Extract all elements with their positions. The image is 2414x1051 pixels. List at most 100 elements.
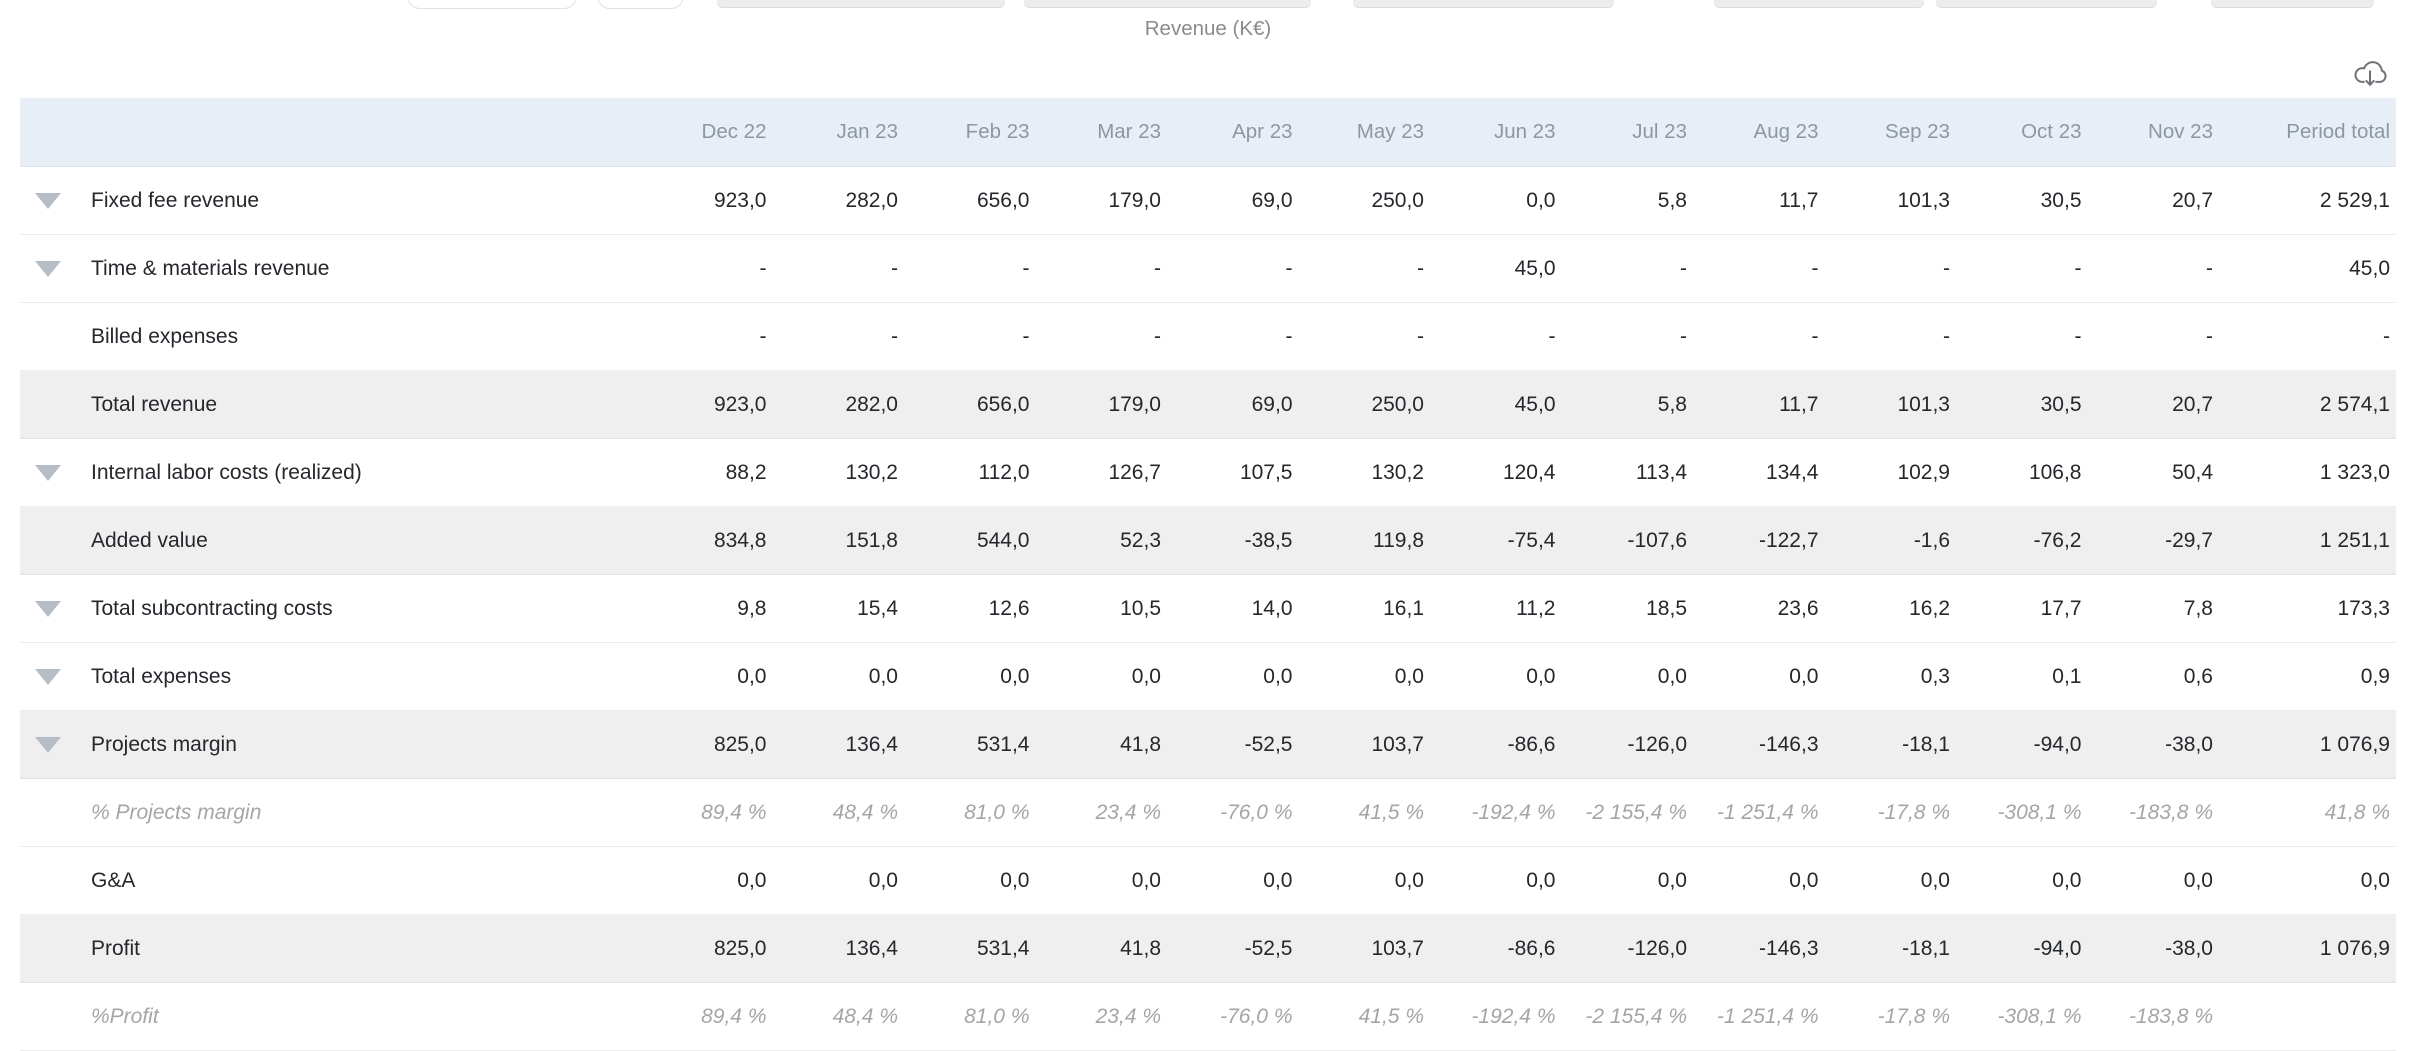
value-cell: 0,0: [778, 846, 910, 915]
value-cell: 0,1: [1962, 642, 2094, 711]
table-row: Total expenses 0,0 0,0 0,0 0,0 0,0 0,0 0,0 0,0 0,…: [20, 642, 2396, 711]
triangle-down-icon[interactable]: [35, 464, 61, 481]
row-label: G&A: [91, 868, 136, 892]
table-row: Total subcontracting costs 9,8 15,4 12,6 10,…: [20, 574, 2396, 643]
value-cell: -192,4 %: [1436, 982, 1568, 1051]
value-cell: 89,4 %: [647, 982, 779, 1051]
toolbar-filter-field-6[interactable]: [2211, 0, 2374, 8]
value-cell: 0,3: [1830, 642, 1962, 711]
value-cell: 0,0: [1304, 846, 1436, 915]
value-cell: 179,0: [1041, 166, 1173, 235]
column-header: Feb 23: [910, 98, 1042, 167]
value-cell: -76,0 %: [1173, 982, 1305, 1051]
row-label: Time & materials revenue: [91, 256, 330, 280]
value-cell: 18,5: [1567, 574, 1699, 643]
value-cell: -308,1 %: [1962, 982, 2094, 1051]
value-cell: -38,0: [2093, 914, 2225, 983]
row-label-cell: Billed expenses: [20, 302, 647, 371]
row-label-cell: %Profit: [20, 982, 647, 1051]
value-cell: 0,0: [1041, 642, 1173, 711]
toolbar-filter-field-3[interactable]: [1353, 0, 1614, 8]
row-label: Total revenue: [91, 392, 218, 416]
value-cell: -38,5: [1173, 506, 1305, 575]
value-cell: 119,8: [1304, 506, 1436, 575]
toolbar-button-1[interactable]: [407, 0, 577, 9]
value-cell: 12,6: [910, 574, 1042, 643]
value-cell: -: [2093, 234, 2225, 303]
triangle-down-icon[interactable]: [35, 736, 61, 753]
column-header: Aug 23: [1699, 98, 1831, 167]
toolbar-filter-field-2[interactable]: [1024, 0, 1311, 8]
value-cell: 531,4: [910, 914, 1042, 983]
value-cell: -: [1962, 302, 2094, 371]
toolbar-button-2[interactable]: [597, 0, 684, 9]
triangle-down-icon[interactable]: [35, 600, 61, 617]
value-cell: -: [910, 234, 1042, 303]
value-cell: 16,2: [1830, 574, 1962, 643]
table-row: %Profit 89,4 % 48,4 % 81,0 % 23,4 % -76,0 % 41…: [20, 982, 2396, 1051]
download-button[interactable]: [2348, 52, 2392, 96]
value-cell: -86,6: [1436, 710, 1568, 779]
row-label-cell: Total revenue: [20, 370, 647, 439]
value-cell: -38,0: [2093, 710, 2225, 779]
row-label-cell: Fixed fee revenue: [20, 166, 647, 235]
value-cell: 112,0: [910, 438, 1042, 507]
value-cell: 5,8: [1567, 166, 1699, 235]
value-cell: 45,0: [1436, 234, 1568, 303]
table-row: Projects margin 825,0 136,4 531,4 41,8 -52,5 1…: [20, 710, 2396, 779]
value-cell: 179,0: [1041, 370, 1173, 439]
row-label: Total expenses: [91, 664, 232, 688]
value-cell: 923,0: [647, 166, 779, 235]
toolbar-filter-field-5[interactable]: [1936, 0, 2157, 8]
row-label-cell: Total expenses: [20, 642, 647, 711]
value-cell: 81,0 %: [910, 982, 1042, 1051]
table-header-row: Dec 22 Jan 23 Feb 23 Mar 23 Apr 23 May 23 Jun …: [20, 98, 2396, 167]
value-cell: 20,7: [2093, 370, 2225, 439]
value-cell: 23,6: [1699, 574, 1831, 643]
row-label-cell: Projects margin: [20, 710, 647, 779]
column-header: Jun 23: [1436, 98, 1568, 167]
value-cell: 103,7: [1304, 710, 1436, 779]
value-cell: 48,4 %: [778, 982, 910, 1051]
value-cell: -: [2093, 302, 2225, 371]
value-cell: 14,0: [1173, 574, 1305, 643]
value-cell: -1,6: [1830, 506, 1962, 575]
value-cell: 531,4: [910, 710, 1042, 779]
value-cell: -94,0: [1962, 710, 2094, 779]
column-header: Oct 23: [1962, 98, 2094, 167]
value-cell: 136,4: [778, 914, 910, 983]
triangle-down-icon[interactable]: [35, 192, 61, 209]
revenue-table: Dec 22 Jan 23 Feb 23 Mar 23 Apr 23 May 23 Jun …: [20, 98, 2396, 1051]
table-row: Profit 825,0 136,4 531,4 41,8 -52,5 103,7 -86,6…: [20, 914, 2396, 983]
table-row: Billed expenses - - - - - - - - - - - - -: [20, 302, 2396, 371]
value-cell: -183,8 %: [2093, 982, 2225, 1051]
value-cell: 0,0: [1173, 846, 1305, 915]
value-cell: -18,1: [1830, 914, 1962, 983]
value-cell: -: [1567, 234, 1699, 303]
value-cell: 48,4 %: [778, 778, 910, 847]
value-cell: 101,3: [1830, 166, 1962, 235]
value-cell: -94,0: [1962, 914, 2094, 983]
value-cell: -76,2: [1962, 506, 2094, 575]
toolbar-filter-field-1[interactable]: [717, 0, 1005, 8]
value-cell: -18,1: [1830, 710, 1962, 779]
column-header: Jul 23: [1567, 98, 1699, 167]
value-cell: 81,0 %: [910, 778, 1042, 847]
table-row: Total revenue 923,0 282,0 656,0 179,0 69,0 250…: [20, 370, 2396, 439]
value-cell: -1 251,4 %: [1699, 778, 1831, 847]
toolbar-filter-field-4[interactable]: [1714, 0, 1924, 8]
value-cell: 0,0: [1436, 846, 1568, 915]
value-cell: 103,7: [1304, 914, 1436, 983]
value-cell: -126,0: [1567, 710, 1699, 779]
value-cell: 2 529,1: [2225, 166, 2396, 235]
value-cell: 0,0: [1436, 166, 1568, 235]
triangle-down-icon[interactable]: [35, 260, 61, 277]
value-cell: 656,0: [910, 370, 1042, 439]
value-cell: 107,5: [1173, 438, 1305, 507]
triangle-down-icon[interactable]: [35, 668, 61, 685]
row-label: Billed expenses: [91, 324, 239, 348]
column-header: Jan 23: [778, 98, 910, 167]
value-cell: -52,5: [1173, 914, 1305, 983]
row-label: Fixed fee revenue: [91, 188, 260, 212]
value-cell: -: [1699, 302, 1831, 371]
